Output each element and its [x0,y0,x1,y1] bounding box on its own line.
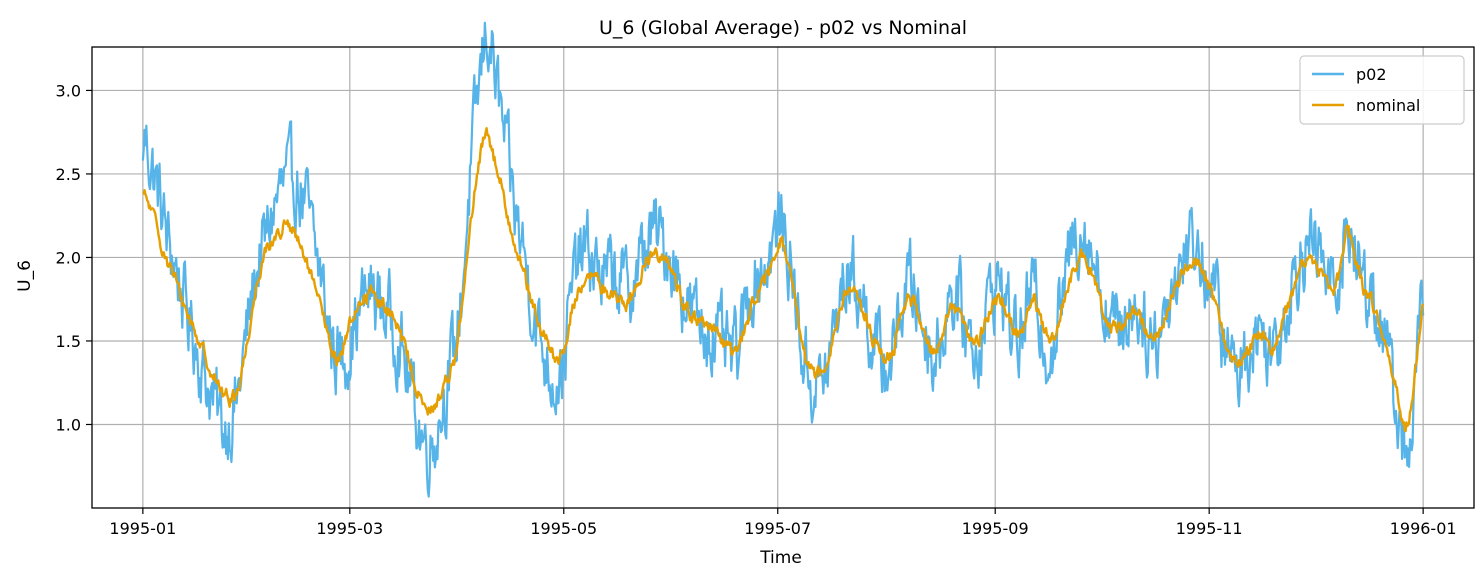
y-axis-ticks: 1.0 1.5 2.0 2.5 3.0 [56,81,92,434]
plot-frame [91,46,1475,509]
legend: p02 nominal [1299,55,1465,125]
x-tick-label: 1995-09 [962,519,1029,538]
series-line-p02 [141,21,1425,498]
legend-label-p02: p02 [1356,65,1387,84]
x-tick-label: 1996-01 [1390,519,1457,538]
x-tick-label: 1995-11 [1176,519,1243,538]
x-tick-label: 1995-07 [744,519,811,538]
y-tick-label: 2.0 [56,248,81,267]
y-tick-label: 1.5 [56,332,81,351]
x-tick-label: 1995-01 [109,519,176,538]
x-axis-label: Time [759,548,802,568]
chart-title: U_6 (Global Average) - p02 vs Nominal [599,17,967,39]
x-gridlines [142,47,1424,508]
y-tick-label: 3.0 [56,81,81,100]
x-tick-label: 1995-03 [316,519,383,538]
x-tick-label: 1995-05 [530,519,597,538]
y-axis-label: U_6 [15,260,35,292]
series-line-nominal [142,127,1425,433]
y-tick-label: 1.0 [56,415,81,434]
y-tick-label: 2.5 [56,165,81,184]
x-axis-ticks: 1995-01 1995-03 1995-05 1995-07 1995-09 1995-… [109,508,1457,538]
series-group [141,21,1425,498]
legend-label-nominal: nominal [1356,96,1420,115]
